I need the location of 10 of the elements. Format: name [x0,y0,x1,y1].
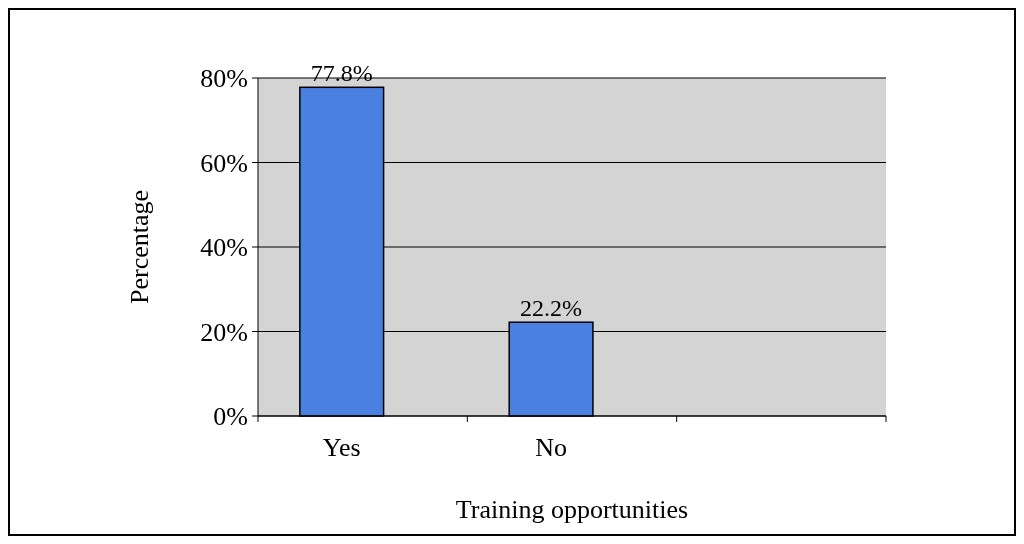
y-tick-label: 40% [200,233,248,263]
y-tick-label: 0% [213,402,248,432]
x-tick-label: No [535,433,567,462]
x-tick-label: Yes [322,433,361,462]
y-axis-title: Percentage [125,189,154,305]
y-tick-label: 20% [200,317,248,347]
data-label: 22.2% [520,295,583,322]
y-tick-label: 80% [200,64,248,94]
x-axis-title: Training opportunities [455,495,689,524]
y-tick-label: 60% [200,148,248,178]
